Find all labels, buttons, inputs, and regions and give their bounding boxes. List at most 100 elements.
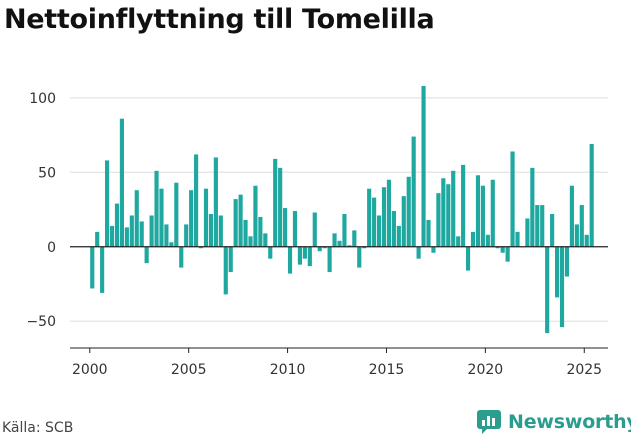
bar: [307, 246, 312, 267]
bar: [129, 215, 134, 247]
bar: [95, 231, 100, 247]
bar: [292, 211, 298, 247]
bar: [228, 246, 233, 273]
bar: [500, 246, 505, 253]
bar: [525, 218, 530, 247]
bar: [105, 160, 110, 247]
bar: [124, 227, 129, 247]
bar: [119, 118, 124, 247]
bar: [248, 236, 253, 247]
bar: [100, 246, 105, 293]
bar: [154, 170, 159, 247]
bar: [164, 224, 169, 247]
x-tick-labels: 2000 2005 2010 2015 2020 2025: [72, 348, 602, 378]
bar: [357, 246, 362, 268]
bar: [456, 236, 461, 247]
bar: [584, 234, 589, 247]
bar: [545, 246, 550, 334]
bar: [451, 170, 456, 247]
bar: [515, 231, 520, 247]
bar: [109, 225, 115, 247]
bar: [569, 185, 574, 247]
bar: [559, 246, 565, 328]
bar: [203, 188, 209, 247]
bar: [159, 188, 164, 247]
bar: [322, 246, 327, 249]
bar: [490, 179, 495, 247]
bar: [406, 176, 411, 247]
bar: [347, 245, 352, 247]
bar: [273, 158, 278, 247]
chart-title: Nettoinflyttning till Tomelilla: [4, 4, 435, 35]
bar: [283, 208, 288, 247]
bar: [436, 193, 441, 247]
brand-name: Newsworthy: [508, 411, 631, 433]
bar: [179, 246, 184, 268]
bar: [550, 214, 555, 247]
bar: [396, 225, 401, 247]
bar: [485, 234, 490, 247]
bar: [470, 231, 476, 247]
bar: [258, 216, 263, 247]
bar: [411, 136, 416, 247]
bar: [297, 246, 303, 265]
bar: [327, 246, 332, 273]
y-tick-label: −50: [26, 314, 56, 330]
bar: [208, 214, 214, 247]
bar: [189, 190, 194, 247]
bar: [139, 221, 144, 247]
bar: [480, 185, 485, 247]
bar: [465, 246, 471, 271]
bar: [475, 175, 481, 247]
x-tick-label: 2000: [72, 362, 108, 378]
bar: [540, 205, 545, 247]
source-note: Källa: SCB: [2, 420, 74, 436]
bar: [352, 230, 357, 247]
y-tick-label: 50: [38, 165, 56, 181]
bar: [149, 215, 154, 247]
bar: [505, 246, 510, 262]
bar: [426, 219, 431, 247]
y-tick-labels: −50 0 50 100: [26, 91, 56, 330]
bar: [243, 219, 248, 247]
bar: [223, 246, 228, 295]
bar: [535, 205, 540, 247]
bar: [134, 190, 139, 247]
brand-logo[interactable]: Newsworthy: [476, 408, 631, 436]
bar: [213, 157, 218, 247]
bar: [278, 167, 283, 247]
bar: [312, 212, 317, 247]
bar: [268, 246, 273, 259]
bar: [253, 185, 258, 247]
bar: [198, 246, 204, 249]
bar: [317, 246, 322, 252]
gridlines: [70, 97, 608, 322]
bar: [574, 224, 579, 247]
bar: [114, 203, 120, 247]
y-tick-label: 100: [29, 91, 56, 107]
bar: [391, 211, 396, 247]
y-tick-label: 0: [47, 240, 56, 256]
bar: [144, 246, 149, 264]
bar: [342, 214, 347, 247]
bar: [233, 199, 238, 247]
bar: [367, 188, 372, 247]
bar: [218, 215, 223, 247]
x-tick-label: 2025: [566, 362, 602, 378]
bar: [90, 246, 95, 289]
bar: [381, 187, 387, 247]
bar: [401, 196, 406, 247]
bar: [431, 246, 436, 253]
x-tick-label: 2015: [369, 362, 405, 378]
bar: [589, 144, 594, 247]
bar: [495, 246, 500, 249]
bar: [441, 178, 446, 247]
x-tick-label: 2020: [468, 362, 504, 378]
x-tick-label: 2005: [171, 362, 207, 378]
bar: [446, 184, 451, 247]
bar: [194, 154, 199, 247]
bar: [372, 197, 377, 247]
bar: [530, 167, 535, 247]
x-tick-label: 2010: [270, 362, 306, 378]
